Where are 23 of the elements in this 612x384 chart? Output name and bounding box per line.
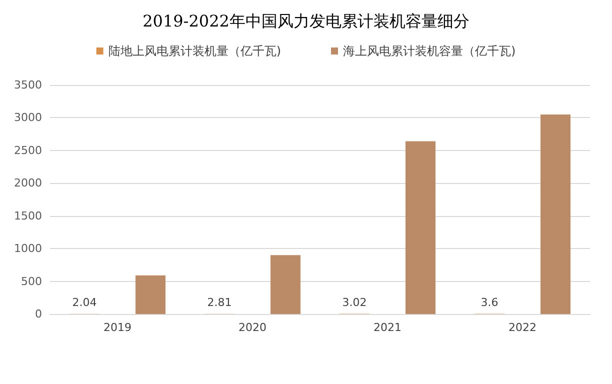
bar (136, 275, 166, 314)
bar (270, 255, 300, 314)
y-tick-label: 2500 (14, 144, 42, 157)
x-tick-label: 2022 (508, 321, 536, 334)
bar (406, 141, 436, 314)
y-tick-label: 1000 (14, 242, 42, 256)
chart-title: 2019-2022年中国风力发电累计装机容量细分 (142, 12, 470, 30)
y-tick-label: 2000 (14, 176, 42, 190)
data-label: 3.02 (342, 296, 367, 309)
legend-label: 陆地上风电累计装机量（亿千瓦) (108, 44, 282, 58)
x-tick-label: 2020 (238, 321, 266, 334)
x-tick-label: 2019 (104, 321, 132, 334)
data-label: 3.6 (480, 296, 498, 309)
y-tick-label: 0 (35, 308, 42, 320)
data-label: 2.81 (207, 296, 232, 309)
data-label: 2.04 (72, 296, 97, 309)
y-tick-label: 3000 (14, 111, 42, 124)
x-tick-label: 2021 (374, 321, 402, 334)
y-tick-label: 1500 (14, 209, 42, 222)
legend-label: 海上风电累计装机容量（亿千瓦) (343, 44, 516, 58)
y-tick-label: 500 (21, 274, 42, 288)
bar (540, 114, 570, 314)
y-tick-label: 3500 (14, 78, 42, 92)
